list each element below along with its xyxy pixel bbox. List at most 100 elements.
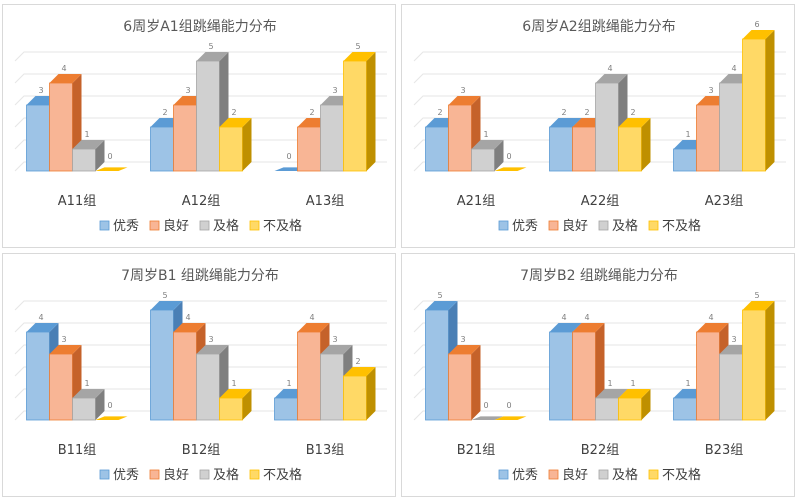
category-label: A12组: [182, 194, 220, 209]
gridline: [14, 300, 387, 311]
legend-swatch: [199, 469, 210, 480]
legend-label: 优秀: [113, 468, 139, 483]
legend-label: 不及格: [662, 467, 701, 483]
category-label: A21组: [457, 194, 495, 209]
bar: [742, 301, 775, 421]
value-label: 3: [332, 335, 337, 344]
legend-item: 不及格: [249, 218, 302, 234]
legend-item: 优秀: [99, 219, 139, 234]
legend-item: 不及格: [249, 467, 302, 483]
gridline: [413, 388, 786, 399]
chart-panel-b2: 7周岁B2 组跳绳能力分布 5 3 0 0 B21组 4 4 1 1 B22组 1 4 3 5 B23组 优秀 良…: [401, 253, 795, 497]
legend-item: 及格: [199, 218, 239, 234]
bar: [471, 140, 504, 172]
category-label: B12组: [182, 443, 220, 458]
legend-label: 及格: [612, 218, 638, 234]
value-label: 1: [483, 130, 488, 139]
bar: [471, 416, 504, 420]
legend-swatch: [99, 220, 110, 231]
legend-swatch: [598, 220, 609, 231]
legend-label: 及格: [612, 467, 638, 483]
category-label: A11组: [58, 194, 96, 209]
category-label: B13组: [306, 443, 344, 458]
gridline: [14, 322, 387, 333]
value-label: 4: [708, 313, 713, 322]
legend-item: 良好: [149, 218, 189, 234]
bar: [494, 416, 527, 420]
value-label: 0: [506, 401, 511, 410]
legend: 优秀 良好 及格 不及格: [498, 218, 701, 234]
bar: [618, 118, 651, 172]
gridline: [413, 300, 786, 311]
gridline: [14, 73, 387, 84]
category-label: A22组: [581, 194, 619, 209]
category-label: A23组: [705, 194, 743, 209]
legend-label: 不及格: [263, 467, 302, 483]
bar: [95, 167, 128, 171]
bar: [448, 345, 481, 421]
gridline: [14, 388, 387, 399]
bar: [494, 167, 527, 171]
value-label: 4: [61, 64, 66, 73]
bar: [343, 367, 376, 421]
gridline: [413, 73, 786, 84]
value-label: 2: [437, 108, 442, 117]
category-label: B11组: [58, 443, 96, 458]
value-label: 1: [84, 379, 89, 388]
legend-swatch: [498, 220, 509, 231]
value-label: 5: [754, 291, 759, 300]
legend-swatch: [199, 220, 210, 231]
value-label: 2: [309, 108, 314, 117]
chart-title: 6周岁A1组跳绳能力分布: [123, 19, 276, 35]
value-label: 3: [61, 335, 66, 344]
value-label: 1: [685, 130, 690, 139]
gridline: [14, 139, 387, 150]
bar: [219, 389, 252, 421]
chart-panel-a1: 6周岁A1组跳绳能力分布 3 4 1 0 A11组 2 3 5 2 A12组 0 2 3 5 A13组 优秀 良好…: [2, 4, 396, 248]
legend-label: 不及格: [263, 218, 302, 234]
gridline: [14, 117, 387, 128]
gridline: [413, 117, 786, 128]
value-label: 1: [84, 130, 89, 139]
legend-item: 良好: [548, 467, 588, 483]
legend-swatch: [548, 220, 559, 231]
value-label: 2: [231, 108, 236, 117]
chart-panel-b1: 7周岁B1 组跳绳能力分布 4 3 1 0 B11组 5 4 3 1 B12组 1 4 3 2 B13组 优秀 良…: [2, 253, 396, 497]
legend-swatch: [149, 220, 160, 231]
legend-item: 优秀: [99, 468, 139, 483]
legend-item: 及格: [598, 218, 638, 234]
legend-swatch: [498, 469, 509, 480]
category-label: B23组: [705, 443, 743, 458]
bar: [425, 301, 458, 421]
gridline: [413, 322, 786, 333]
chart-title: 6周岁A2组跳绳能力分布: [522, 19, 675, 35]
legend-swatch: [648, 220, 659, 231]
gridline: [413, 161, 786, 172]
gridline: [413, 51, 786, 62]
gridline: [14, 161, 387, 172]
gridline: [413, 95, 786, 106]
value-label: 2: [630, 108, 635, 117]
legend-swatch: [249, 220, 260, 231]
gridline: [14, 51, 387, 62]
value-label: 1: [607, 379, 612, 388]
bar: [618, 389, 651, 421]
legend-swatch: [598, 469, 609, 480]
legend: 优秀 良好 及格 不及格: [99, 218, 302, 234]
legend-label: 良好: [562, 218, 588, 234]
value-label: 3: [208, 335, 213, 344]
value-label: 3: [460, 86, 465, 95]
value-label: 4: [607, 64, 612, 73]
value-label: 3: [185, 86, 190, 95]
chart-panel-a2: 6周岁A2组跳绳能力分布 2 3 1 0 A21组 2 2 4 2 A22组 1 3 4 6 A23组 优秀 良好…: [401, 4, 795, 248]
legend: 优秀 良好 及格 不及格: [498, 467, 701, 483]
legend-swatch: [99, 469, 110, 480]
value-label: 4: [561, 313, 566, 322]
gridline: [413, 139, 786, 150]
bar: [219, 118, 252, 172]
value-label: 0: [506, 152, 511, 161]
legend-label: 不及格: [662, 218, 701, 234]
legend-item: 及格: [598, 467, 638, 483]
gridline: [14, 410, 387, 421]
